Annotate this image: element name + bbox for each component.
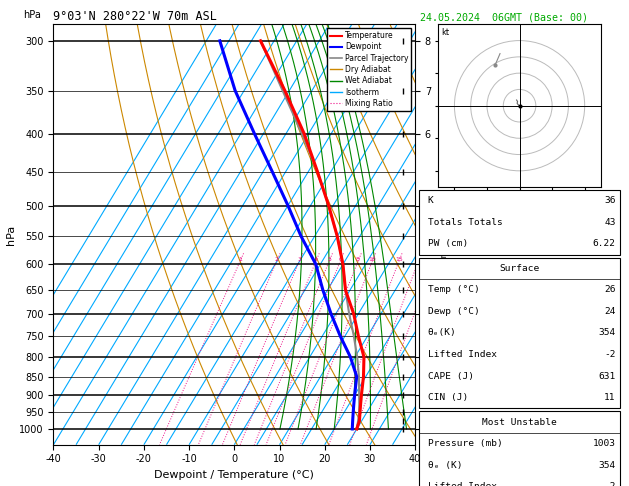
Text: 2: 2 [274,257,279,261]
Text: 15: 15 [395,257,403,261]
Y-axis label: hPa: hPa [6,225,16,244]
Text: Most Unstable: Most Unstable [482,417,557,427]
X-axis label: Dewpoint / Temperature (°C): Dewpoint / Temperature (°C) [154,470,314,480]
Text: Dewp (°C): Dewp (°C) [428,307,479,316]
Bar [420,258,620,408]
Y-axis label: km
ASL: km ASL [444,226,464,243]
Text: 24.05.2024  06GMT (Base: 00): 24.05.2024 06GMT (Base: 00) [420,12,588,22]
Text: 26: 26 [604,285,616,295]
Text: 6.22: 6.22 [593,240,616,248]
Text: Lifted Index: Lifted Index [428,482,497,486]
Text: θₑ (K): θₑ (K) [428,461,462,469]
Text: -2: -2 [604,350,616,359]
Text: 9°03'N 280°22'W 70m ASL: 9°03'N 280°22'W 70m ASL [53,10,218,23]
Text: PW (cm): PW (cm) [428,240,468,248]
Text: 1: 1 [238,257,242,261]
Text: 354: 354 [598,329,616,337]
Text: 10: 10 [369,257,376,261]
Text: hPa: hPa [23,10,41,20]
Legend: Temperature, Dewpoint, Parcel Trajectory, Dry Adiabat, Wet Adiabat, Isotherm, Mi: Temperature, Dewpoint, Parcel Trajectory… [327,28,411,111]
Text: 24: 24 [604,307,616,316]
Text: 11: 11 [604,393,616,402]
Text: 6: 6 [338,257,342,261]
Bar [420,411,620,486]
Text: K: K [428,196,433,206]
Text: Lifted Index: Lifted Index [428,350,497,359]
Text: θₑ(K): θₑ(K) [428,329,457,337]
Text: © weatheronline.co.uk: © weatheronline.co.uk [471,474,568,483]
Text: 3: 3 [297,257,301,261]
Text: 43: 43 [604,218,616,227]
Text: CAPE (J): CAPE (J) [428,371,474,381]
Text: 8: 8 [356,257,360,261]
Bar [420,190,620,255]
Text: 354: 354 [598,461,616,469]
Text: 5: 5 [327,257,331,261]
Text: Totals Totals: Totals Totals [428,218,503,227]
Text: Mixing Ratio (g/kg): Mixing Ratio (g/kg) [440,200,450,273]
Text: 1003: 1003 [593,439,616,448]
Text: -2: -2 [604,482,616,486]
Text: 631: 631 [598,371,616,381]
Text: 4: 4 [314,257,318,261]
Text: 36: 36 [604,196,616,206]
Text: Temp (°C): Temp (°C) [428,285,479,295]
Text: Pressure (mb): Pressure (mb) [428,439,503,448]
Text: CIN (J): CIN (J) [428,393,468,402]
Text: Surface: Surface [499,264,540,273]
Text: kt: kt [442,28,450,36]
